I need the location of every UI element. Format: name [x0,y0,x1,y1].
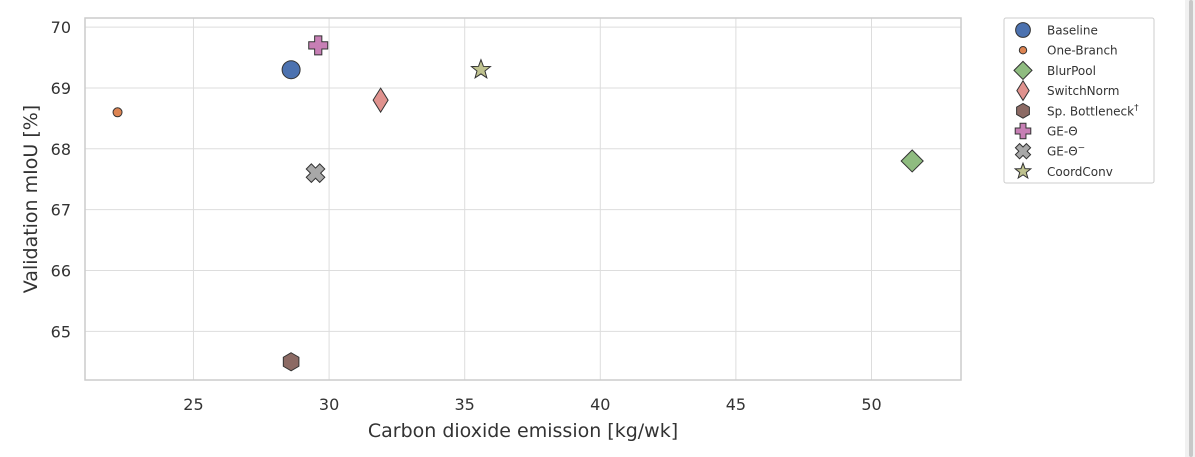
data-point-star [470,58,492,79]
x-tick-label: 45 [726,395,746,414]
x-tick-label: 35 [455,395,475,414]
legend-label: Sp. Bottleneck† [1047,103,1139,118]
x-tick-label: 30 [319,395,339,414]
vertical-scrollbar[interactable] [1185,0,1195,457]
y-axis-label: Validation mIoU [%] [20,105,42,293]
legend-marker-diamond [1013,60,1033,81]
legend-marker-thin-diamond [1016,79,1030,102]
grid-lines [85,18,961,380]
data-point-plus [308,35,329,56]
data-point-hexagon [282,352,300,372]
x-axis-label: Carbon dioxide emission [kg/wk] [368,420,678,442]
legend-marker-star [1013,161,1033,180]
legend-label: BlurPool [1047,64,1096,78]
scrollbar-thumb[interactable] [1189,0,1193,457]
plot-frame [84,17,962,381]
legend: Baseline One-Branch BlurPool SwitchNorm Sp. … [1003,17,1155,184]
y-tick-label: 69 [51,79,71,98]
data-point-circle [281,60,301,80]
data-point-small-circle [112,107,123,118]
legend-label: GE-Θ− [1047,144,1085,159]
legend-label: One-Branch [1047,44,1118,58]
y-tick-labels: 65 66 67 68 69 70 [51,18,71,341]
x-tick-label: 25 [183,395,203,414]
legend-frame [1003,17,1155,184]
legend-label: GE-Θ [1047,125,1078,139]
y-tick-label: 68 [51,140,71,159]
data-point-x [305,163,326,184]
legend-marker-x [1014,142,1032,160]
data-point-thin-diamond [372,87,389,114]
legend-marker-small-circle [1018,46,1028,55]
y-tick-label: 66 [51,261,71,280]
x-tick-labels: 25 30 35 40 45 50 [183,395,881,414]
legend-label: CoordConv [1047,165,1113,179]
legend-label: Baseline [1047,24,1098,38]
y-tick-label: 70 [51,18,71,37]
legend-marker-circle [1015,22,1031,38]
y-tick-label: 65 [51,322,71,341]
x-tick-label: 40 [590,395,610,414]
x-tick-label: 50 [861,395,881,414]
legend-marker-hexagon [1016,102,1030,119]
legend-marker-plus [1014,122,1032,140]
y-tick-label: 67 [51,201,71,220]
data-point-diamond [900,149,924,173]
data-points [112,35,924,372]
legend-label: SwitchNorm [1047,84,1119,98]
